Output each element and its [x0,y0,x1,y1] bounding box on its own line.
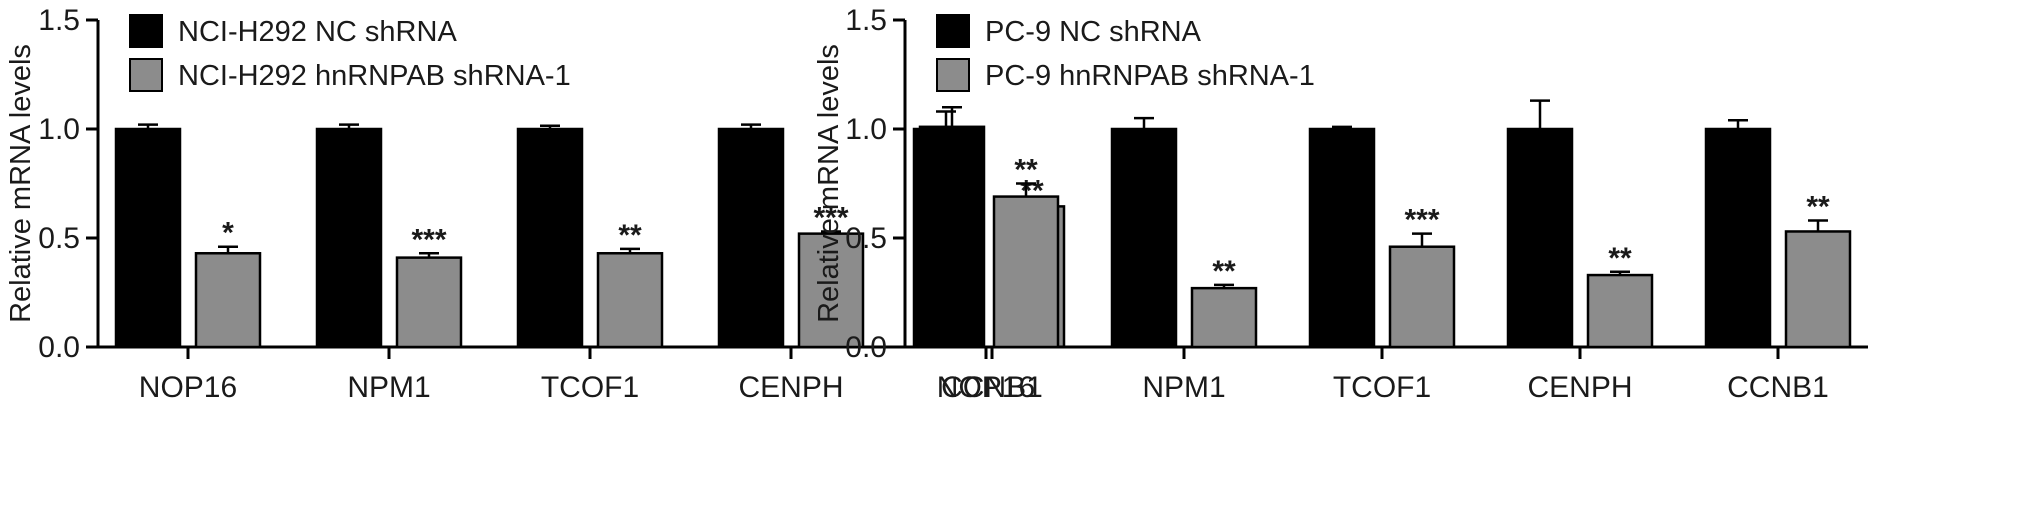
bar [912,127,980,349]
significance-label: *** [1404,204,1439,237]
y-axis-title: Relative mRNA levels [813,44,845,323]
bar [1506,127,1574,349]
y-tick-label: 0.0 [845,331,887,364]
bar [1586,273,1654,349]
legend-label: NCI-H292 hnRNPAB shRNA-1 [178,60,571,92]
bar [717,127,785,349]
bar [114,127,182,349]
significance-label: * [222,217,234,250]
bar [596,252,664,349]
x-tick-label: CCNB1 [941,371,1043,404]
x-tick-label: CCNB1 [1727,371,1829,404]
bar [1388,245,1456,349]
bar [516,127,584,349]
legend-label: PC-9 NC shRNA [985,16,1202,48]
y-axis-title: Relative mRNA levels [5,44,37,323]
bar [1110,127,1178,349]
legend-swatch [129,58,163,92]
legend-label: PC-9 hnRNPAB shRNA-1 [985,60,1315,92]
y-tick-label: 1.5 [38,4,80,37]
y-tick-label: 1.5 [845,4,887,37]
significance-label: ** [1014,154,1038,187]
significance-label: *** [411,223,446,256]
x-tick-label: NOP16 [139,371,237,404]
x-tick-label: TCOF1 [541,371,639,404]
x-tick-label: NPM1 [347,371,430,404]
y-tick-label: 0.5 [38,222,80,255]
bar [315,127,383,349]
significance-label: ** [1806,191,1830,224]
y-tick-label: 1.0 [38,113,80,146]
legend-label: NCI-H292 NC shRNA [178,16,457,48]
x-tick-label: NOP16 [937,371,1035,404]
bar [797,232,865,349]
bar [194,252,262,349]
legend-swatch [936,14,970,48]
x-tick-label: NPM1 [1142,371,1225,404]
y-tick-label: 0.5 [845,222,887,255]
bar [1784,230,1852,349]
y-tick-label: 1.0 [845,113,887,146]
bar [1190,286,1258,349]
legend-swatch [936,58,970,92]
bar [1704,127,1772,349]
bar [1308,127,1376,349]
significance-label: ** [618,219,642,252]
significance-label: *** [813,201,848,234]
x-tick-label: CENPH [1527,371,1632,404]
y-tick-label: 0.0 [38,331,80,364]
x-tick-label: TCOF1 [1333,371,1431,404]
bar [992,195,1060,349]
legend-swatch [129,14,163,48]
x-tick-label: CENPH [738,371,843,404]
bar [395,256,463,349]
significance-label: ** [1212,255,1236,288]
significance-label: ** [1608,242,1632,275]
